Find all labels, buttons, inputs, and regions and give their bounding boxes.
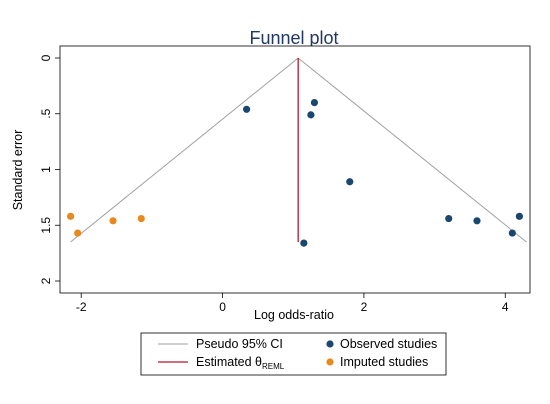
observed-study-point bbox=[515, 212, 523, 220]
x-tick-label: 2 bbox=[361, 300, 368, 314]
legend-label-observed: Observed studies bbox=[340, 337, 437, 351]
x-tick-label: 0 bbox=[219, 300, 226, 314]
legend-label-estimate-text: Estimated θ bbox=[196, 355, 262, 369]
x-axis-title: Log odds-ratio bbox=[254, 308, 334, 322]
imputed-study-point bbox=[67, 212, 75, 220]
x-axis: -2 0 2 4 bbox=[76, 293, 509, 314]
legend-label-estimate-subscript: REML bbox=[262, 362, 285, 371]
y-tick-label: 0 bbox=[39, 54, 53, 61]
chart-title: Funnel plot bbox=[249, 28, 338, 48]
legend-observed-dot-icon bbox=[326, 340, 334, 348]
observed-study-point bbox=[473, 217, 481, 225]
observed-study-point bbox=[307, 111, 315, 119]
legend-imputed-dot-icon bbox=[326, 358, 334, 366]
y-tick-label: 2 bbox=[39, 277, 53, 284]
legend: Pseudo 95% CI Observed studies Estimated… bbox=[140, 332, 447, 376]
observed-study-point bbox=[346, 178, 354, 186]
y-tick-label: .5 bbox=[39, 108, 53, 118]
y-axis-title: Standard error bbox=[11, 130, 25, 211]
observed-study-point bbox=[445, 214, 453, 223]
imputed-study-point bbox=[109, 217, 117, 225]
observed-study-point bbox=[300, 239, 308, 247]
legend-box bbox=[140, 332, 447, 376]
observed-study-point bbox=[310, 99, 319, 107]
x-tick-label: -2 bbox=[76, 300, 87, 314]
ci-line-left bbox=[70, 57, 299, 243]
y-axis: 0 .5 1 1.5 2 bbox=[39, 54, 60, 284]
points-group bbox=[67, 99, 523, 247]
plot-area-border bbox=[59, 45, 531, 294]
ci-line-right bbox=[297, 57, 527, 243]
y-tick-label: 1.5 bbox=[39, 217, 53, 234]
y-tick-label: 1 bbox=[39, 166, 53, 173]
legend-label-imputed: Imputed studies bbox=[340, 355, 428, 369]
observed-study-point bbox=[242, 105, 251, 113]
legend-label-ci: Pseudo 95% CI bbox=[196, 337, 283, 351]
imputed-study-point bbox=[74, 229, 82, 237]
legend-label-estimate: Estimated θREML bbox=[196, 355, 285, 371]
imputed-study-point bbox=[137, 214, 145, 223]
ci-lines-group bbox=[70, 57, 527, 243]
x-tick-label: 4 bbox=[502, 300, 509, 314]
observed-study-point bbox=[508, 229, 516, 237]
